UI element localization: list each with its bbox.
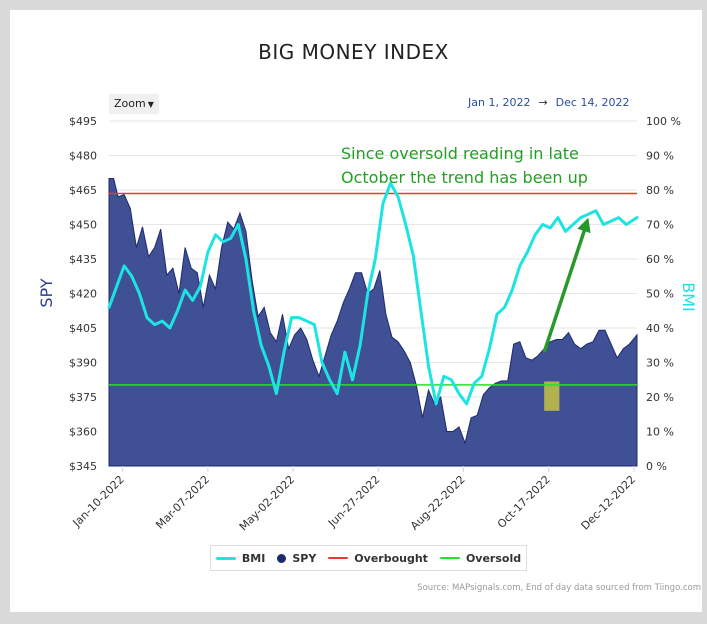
date-from[interactable]: Jan 1, 2022 <box>468 96 531 109</box>
y-right-tick-label: 70 % <box>646 219 674 232</box>
x-tick-label: Jan-10-2022 <box>70 473 127 530</box>
y-left-tick-label: $375 <box>69 391 97 404</box>
zoom-label: Zoom <box>114 97 146 110</box>
y-right-tick-label: 50 % <box>646 288 674 301</box>
y-right-tick-label: 30 % <box>646 357 674 370</box>
y-right-tick-label: 80 % <box>646 184 674 197</box>
y-left-tick-label: $465 <box>69 184 97 197</box>
y-left-tick-label: $480 <box>69 150 97 163</box>
x-tick-label: Dec-12-2022 <box>579 473 639 533</box>
annotation-line-1: Since oversold reading in late <box>341 144 579 163</box>
y-left-tick-label: $435 <box>69 253 97 266</box>
y-right-tick-label: 20 % <box>646 391 674 404</box>
y-right-axis-title: BMI <box>679 282 698 312</box>
legend-label-spy: SPY <box>292 551 317 565</box>
oversold-highlight-box <box>544 381 560 411</box>
legend-item-bmi[interactable]: BMI <box>215 551 266 565</box>
chart-title: BIG MONEY INDEX <box>258 40 449 64</box>
date-range[interactable]: Jan 1, 2022 → Dec 14, 2022 <box>468 96 629 109</box>
legend-item-oversold[interactable]: Oversold <box>439 551 522 565</box>
y-left-tick-label: $450 <box>69 219 97 232</box>
y-right-tick-label: 40 % <box>646 322 674 335</box>
chevron-down-icon: ▼ <box>147 100 154 109</box>
y-right-tick-label: 60 % <box>646 253 674 266</box>
legend-swatch-oversold <box>439 557 460 559</box>
y-left-tick-label: $405 <box>69 322 97 335</box>
legend-swatch-spy <box>277 553 287 563</box>
bmi-line <box>107 181 639 406</box>
y-right-tick-label: 10 % <box>646 426 674 439</box>
y-left-axis-title: SPY <box>37 278 56 307</box>
date-arrow: → <box>538 96 548 109</box>
chart-annotation: Since oversold reading in late October t… <box>341 142 631 190</box>
y-right-tick-label: 0 % <box>646 460 667 473</box>
y-left-tick-label: $390 <box>69 357 97 370</box>
source-credit: Source: MAPsignals.com, End of day data … <box>417 583 701 593</box>
x-tick-label: Aug-22-2022 <box>408 473 468 533</box>
legend-label-oversold: Oversold <box>465 551 522 565</box>
chart-legend: BMI SPY Overbought Oversold <box>210 545 527 571</box>
legend-item-spy[interactable]: SPY <box>277 552 316 565</box>
x-tick-label: May-02-2022 <box>237 473 297 533</box>
x-tick-label: Jun-27-2022 <box>325 473 382 530</box>
y-right-tick-label: 90 % <box>646 150 674 163</box>
legend-swatch-bmi <box>215 556 236 560</box>
x-tick-label: Mar-07-2022 <box>153 473 212 532</box>
trend-arrow-shaft <box>542 227 587 353</box>
y-left-tick-label: $360 <box>69 426 97 439</box>
x-tick-label: Oct-17-2022 <box>495 473 553 531</box>
legend-item-overbought[interactable]: Overbought <box>328 552 428 565</box>
spy-area <box>108 178 638 467</box>
legend-swatch-overbought <box>328 557 349 559</box>
legend-label-bmi: BMI <box>241 551 266 565</box>
y-left-tick-label: $495 <box>69 115 97 128</box>
date-to[interactable]: Dec 14, 2022 <box>555 96 630 109</box>
zoom-dropdown[interactable]: Zoom ▼ <box>109 94 159 114</box>
y-left-tick-label: $345 <box>69 460 97 473</box>
y-right-tick-label: 100 % <box>646 115 681 128</box>
y-left-tick-label: $420 <box>69 288 97 301</box>
annotation-line-2: October the trend has been up <box>341 168 588 187</box>
legend-label-overbought: Overbought <box>354 551 428 565</box>
trend-arrow-head <box>577 217 591 234</box>
